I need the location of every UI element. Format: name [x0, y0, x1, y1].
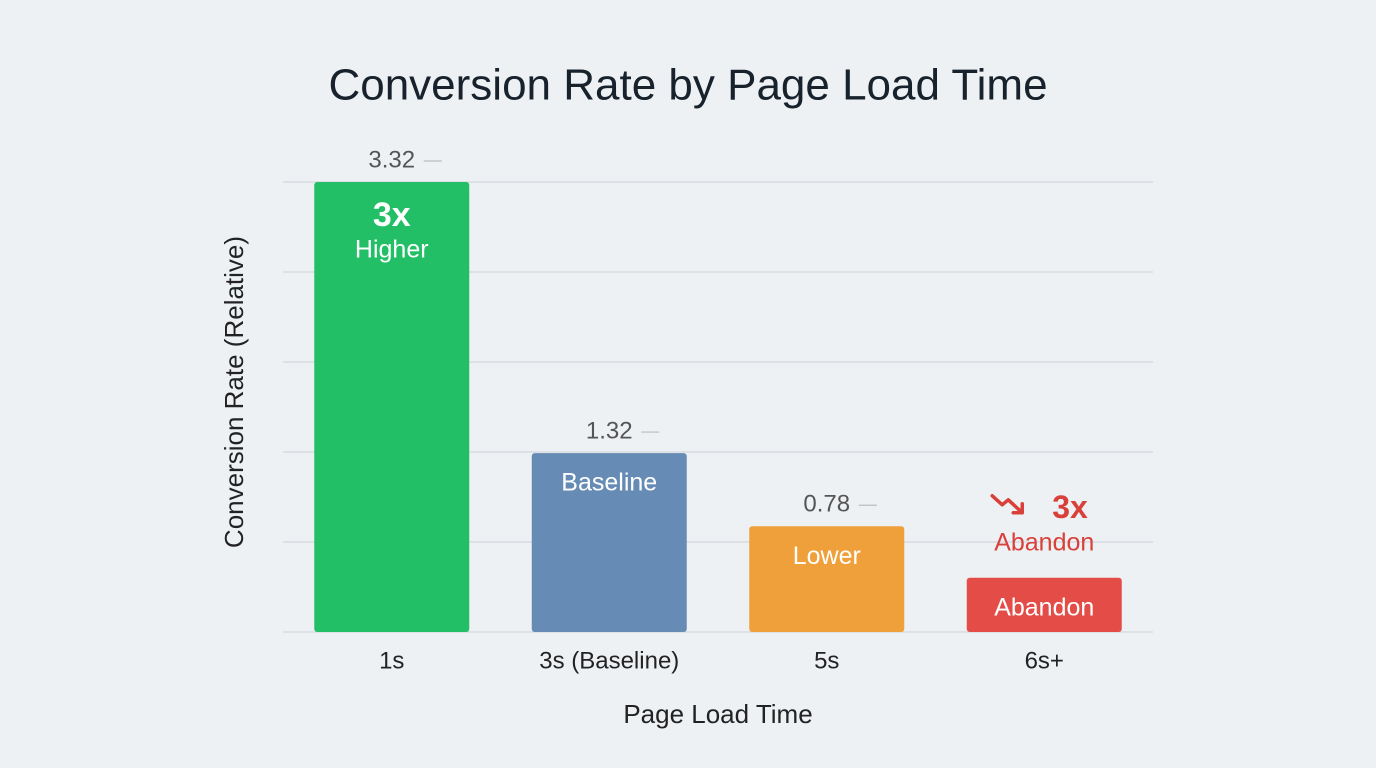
bar-label: Baseline — [561, 469, 657, 497]
bar-label-strong: 3x — [373, 196, 411, 234]
bar-label: Abandon — [994, 593, 1094, 621]
bar — [531, 453, 687, 632]
value-label: 0.78 — [803, 491, 850, 518]
x-tick-label: 1s — [379, 647, 404, 674]
x-tick-label: 5s — [814, 647, 839, 674]
y-axis-label: Conversion Rate (Relative) — [219, 236, 249, 548]
annotation-text: 3x — [1052, 489, 1088, 525]
bar — [749, 526, 905, 632]
chart-title: Conversion Rate by Page Load Time — [328, 61, 1047, 110]
bar-label: Higher — [355, 236, 429, 264]
value-label: 1.32 — [586, 417, 633, 444]
bar-label: Lower — [793, 542, 861, 570]
x-axis-label: Page Load Time — [623, 699, 812, 729]
x-tick-label: 3s (Baseline) — [539, 647, 679, 674]
value-label: 3.32 — [368, 146, 415, 173]
annotation-arrow — [990, 494, 1024, 515]
x-tick-label: 6s+ — [1025, 647, 1064, 674]
annotation-subtext: Abandon — [994, 528, 1094, 556]
bar — [314, 182, 470, 632]
bar — [966, 577, 1122, 632]
